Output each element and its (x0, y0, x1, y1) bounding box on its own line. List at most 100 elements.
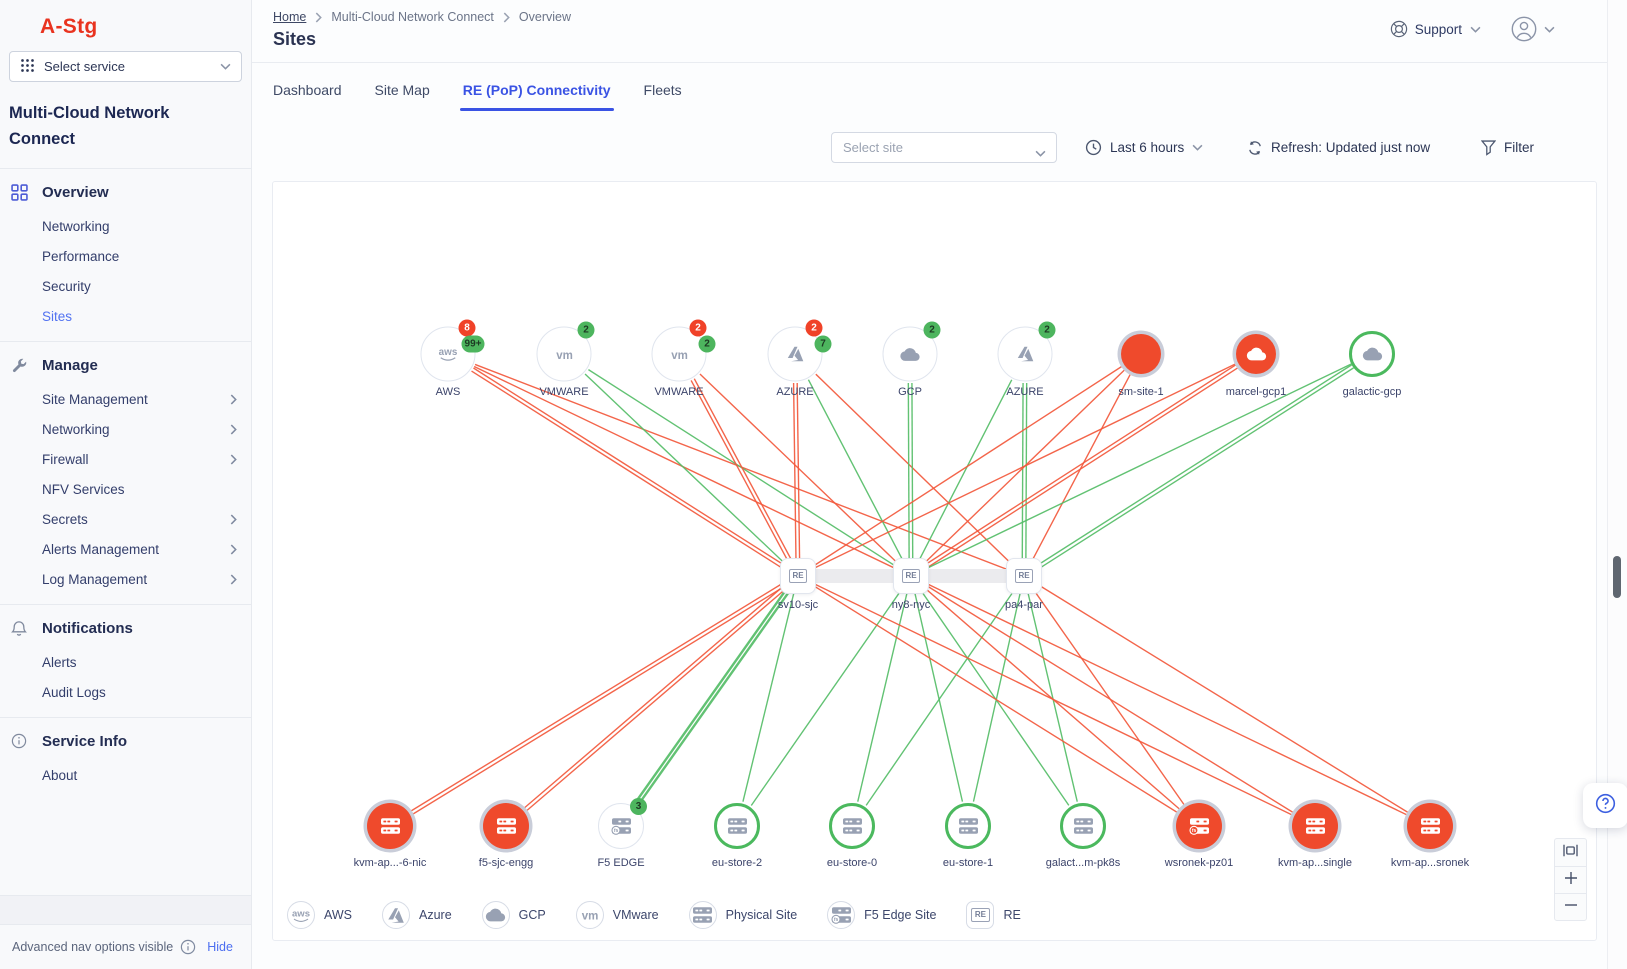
node-aws[interactable]: aws 8 99+ (420, 319, 485, 382)
grid4-icon (11, 184, 29, 201)
filter-label: Filter (1504, 140, 1534, 155)
node-label: F5 EDGE (597, 857, 645, 869)
sidebar-item-networking[interactable]: Networking (0, 212, 251, 242)
node-label: galact...m-pk8s (1045, 857, 1121, 869)
tab-re-pop-connectivity[interactable]: RE (PoP) Connectivity (459, 82, 614, 111)
sidebar-item-log-management[interactable]: Log Management (0, 565, 251, 595)
chevron-right-icon (230, 394, 237, 405)
node-wsronek-pz01[interactable]: f5 (1176, 803, 1222, 849)
node-label: f5-sjc-engg (478, 857, 534, 869)
node-eu-store-1[interactable] (945, 803, 991, 849)
status-badge-alerts: 8 (458, 319, 476, 337)
node-sm-site-1[interactable] (1121, 334, 1161, 374)
sidebar-section-title: Manage (42, 356, 98, 374)
node-label: eu-store-0 (826, 857, 878, 869)
node-label: wsronek-pz01 (1164, 857, 1234, 869)
node-vmware[interactable]: vm 2 (536, 321, 595, 382)
sidebar-item-site-management[interactable]: Site Management (0, 385, 251, 415)
cloud-icon (481, 901, 510, 929)
legend-label: GCP (518, 908, 546, 922)
status-badge-healthy: 2 (577, 321, 595, 339)
sidebar-section-header-manage[interactable]: Manage (0, 346, 251, 385)
node-label: sv10-sjc (777, 599, 819, 611)
node-eu-store-2[interactable] (714, 803, 760, 849)
tab-dashboard[interactable]: Dashboard (273, 82, 342, 98)
service-selector[interactable]: Select service (9, 51, 242, 82)
site-select-input[interactable] (831, 132, 1057, 163)
sidebar-item-about[interactable]: About (0, 761, 251, 791)
node-ny8-nyc[interactable]: RE (893, 558, 929, 594)
server-icon (1073, 817, 1094, 835)
svg-text:f5: f5 (1191, 828, 1196, 834)
node-kvm-ap-6-nic[interactable] (367, 803, 413, 849)
question-icon (1595, 793, 1616, 819)
sidebar-section-header-service-info[interactable]: Service Info (0, 722, 251, 761)
sidebar-item-firewall[interactable]: Firewall (0, 445, 251, 475)
node-galactic-gcp[interactable] (1349, 331, 1395, 377)
node-marcel-gcp1[interactable] (1236, 334, 1276, 374)
chevron-right-icon (230, 454, 237, 465)
sidebar-section-header-overview[interactable]: Overview (0, 173, 251, 212)
node-pa4-par[interactable]: RE (1006, 558, 1042, 594)
brand-logo[interactable]: A-Stg (40, 15, 98, 38)
node-kvm-ap-sronek[interactable] (1407, 803, 1453, 849)
sidebar-item-sites[interactable]: Sites (0, 302, 251, 332)
node-eu-store-0[interactable] (829, 803, 875, 849)
scrollbar-thumb[interactable] (1613, 556, 1621, 598)
sidebar-item-secrets[interactable]: Secrets (0, 505, 251, 535)
chevron-down-icon[interactable] (1470, 26, 1481, 33)
node-f5-edge[interactable]: f5 3 (598, 798, 647, 849)
support-menu[interactable]: Support (1414, 21, 1462, 37)
sidebar: A-Stg Select service Multi-Cloud Network… (0, 0, 252, 969)
azure-icon (382, 901, 411, 929)
legend-label: AWS (324, 908, 353, 922)
filter-button[interactable]: Filter (1481, 132, 1534, 163)
sidebar-item-alerts[interactable]: Alerts (0, 648, 251, 678)
sidebar-item-networking[interactable]: Networking (0, 415, 251, 445)
chevron-right-icon (315, 12, 323, 23)
sidebar-section-header-notifications[interactable]: Notifications (0, 609, 251, 648)
breadcrumb-service: Multi-Cloud Network Connect (331, 10, 494, 24)
chevron-right-icon (230, 424, 237, 435)
node-azure[interactable]: 2 (997, 321, 1056, 382)
sidebar-item-audit-logs[interactable]: Audit Logs (0, 678, 251, 708)
sidebar-item-performance[interactable]: Performance (0, 242, 251, 272)
hide-advanced-nav-link[interactable]: Hide (207, 940, 233, 954)
info-icon (180, 939, 196, 955)
node-galact-m-pk8s[interactable] (1060, 803, 1106, 849)
chevron-right-icon (503, 12, 510, 23)
aws-icon: aws (435, 346, 462, 363)
app-grid-icon (20, 58, 35, 76)
node-gcp[interactable]: 2 (882, 321, 941, 382)
aws-icon: aws (287, 901, 315, 929)
avatar[interactable] (1511, 16, 1537, 42)
sidebar-item-security[interactable]: Security (0, 272, 251, 302)
status-badge-healthy: 7 (814, 335, 832, 353)
service-selector-label: Select service (44, 59, 125, 74)
zoom-out-button[interactable] (1555, 893, 1586, 920)
info-icon (11, 733, 29, 749)
tab-fleets[interactable]: Fleets (643, 82, 682, 98)
node-f5-sjc-engg[interactable] (483, 803, 529, 849)
node-kvm-ap-single[interactable] (1292, 803, 1338, 849)
chevron-down-icon[interactable] (1544, 26, 1555, 33)
fit-to-screen-button[interactable] (1555, 839, 1586, 866)
breadcrumb-home-link[interactable]: Home (273, 10, 307, 24)
sidebar-item-alerts-management[interactable]: Alerts Management (0, 535, 251, 565)
sidebar-section-overview: Overview Networking Performance Security Sit… (0, 173, 251, 332)
refresh-button[interactable]: Refresh: Updated just now (1247, 132, 1430, 163)
zoom-in-button[interactable] (1555, 866, 1586, 893)
page-title: Sites (273, 29, 317, 49)
tab-site-map[interactable]: Site Map (374, 82, 430, 98)
time-range-selector[interactable]: Last 6 hours (1085, 132, 1203, 163)
node-vmware[interactable]: vm 2 2 (651, 319, 716, 382)
node-sv10-sjc[interactable]: RE (780, 558, 816, 594)
legend-label: Azure (419, 908, 452, 922)
sidebar-section-title: Service Info (42, 732, 128, 750)
funnel-icon (1481, 139, 1496, 156)
sidebar-item-label: Networking (42, 219, 110, 235)
help-button[interactable] (1583, 783, 1627, 828)
sidebar-item-nfv-services[interactable]: NFV Services (0, 475, 251, 505)
support-icon (1390, 20, 1408, 38)
